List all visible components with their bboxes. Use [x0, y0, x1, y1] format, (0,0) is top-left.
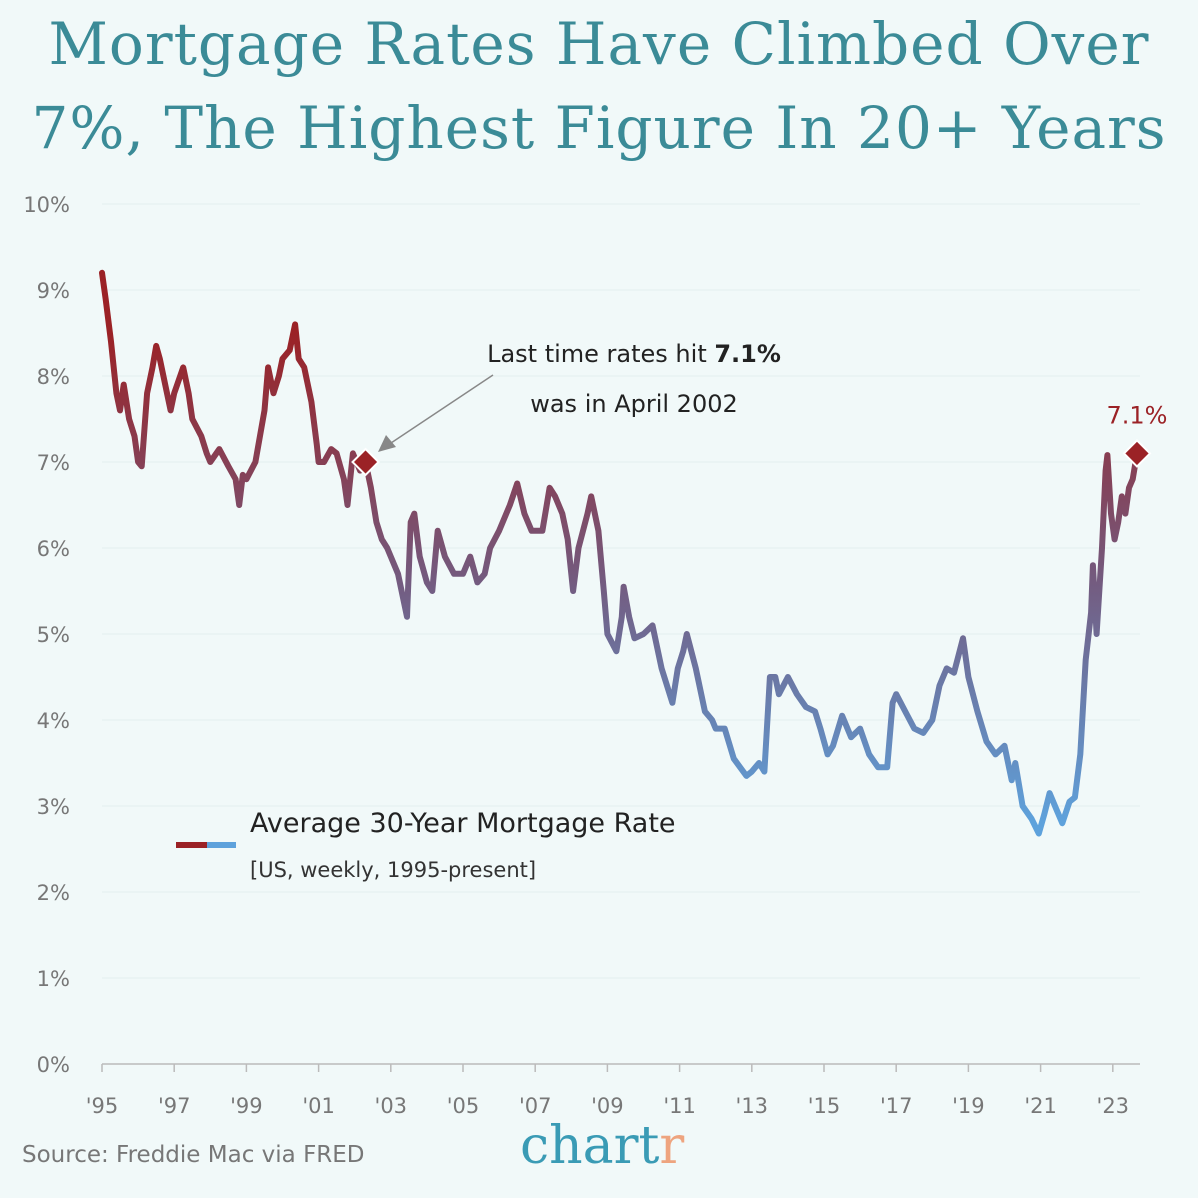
logo-text-r: r [659, 1116, 685, 1176]
x-tick-label: '21 [1024, 1094, 1057, 1118]
logo-text: chart [520, 1116, 660, 1176]
annotation-arrow-line [387, 374, 494, 446]
annotation-arrowhead [378, 435, 396, 452]
annotation-text-line-1: Last time rates hit 7.1% [487, 340, 781, 368]
x-tick-label: '01 [302, 1094, 335, 1118]
x-tick-label: '07 [519, 1094, 552, 1118]
chart-title-line-1: Mortgage Rates Have Climbed Over [48, 10, 1150, 78]
annotation-value: 7.1% [714, 340, 781, 368]
legend-series-subtitle: [US, weekly, 1995-present] [250, 858, 537, 882]
x-tick-label: '05 [447, 1094, 480, 1118]
y-tick-label: 0% [37, 1053, 70, 1077]
x-tick-label: '23 [1097, 1094, 1130, 1118]
y-tick-label: 1% [37, 967, 70, 991]
chartr-logo: chartr [520, 1116, 684, 1176]
legend-series-name: Average 30-Year Mortgage Rate [250, 808, 676, 839]
x-tick-label: '09 [591, 1094, 624, 1118]
latest-value-label: 7.1% [1106, 401, 1167, 429]
x-tick-label: '15 [808, 1094, 841, 1118]
chart-title: Mortgage Rates Have Climbed Over 7%, The… [0, 2, 1198, 170]
x-tick-label: '95 [86, 1094, 119, 1118]
x-tick-label: '11 [663, 1094, 696, 1118]
y-tick-label: 6% [37, 537, 70, 561]
y-tick-label: 7% [37, 451, 70, 475]
annotation-text-line-2: was in April 2002 [530, 390, 738, 418]
chart-title-line-2: 7%, The Highest Figure In 20+ Years [31, 94, 1167, 162]
y-tick-label: 4% [37, 709, 70, 733]
y-tick-label: 10% [23, 193, 70, 217]
x-tick-label: '97 [158, 1094, 191, 1118]
y-tick-label: 5% [37, 623, 70, 647]
x-tick-label: '17 [880, 1094, 913, 1118]
x-tick-label: '19 [952, 1094, 985, 1118]
y-tick-label: 8% [37, 365, 70, 389]
series-line [99, 269, 1140, 837]
x-tick-label: '03 [375, 1094, 408, 1118]
x-tick-label: '13 [736, 1094, 769, 1118]
y-tick-label: 9% [37, 279, 70, 303]
source-note: Source: Freddie Mac via FRED [22, 1142, 365, 1168]
y-tick-label: 3% [37, 795, 70, 819]
annotation-text: Last time rates hit [487, 340, 714, 368]
marker-latest [1122, 438, 1152, 468]
x-tick-label: '99 [230, 1094, 263, 1118]
marker-april-2002 [351, 447, 380, 477]
y-tick-label: 2% [37, 881, 70, 905]
